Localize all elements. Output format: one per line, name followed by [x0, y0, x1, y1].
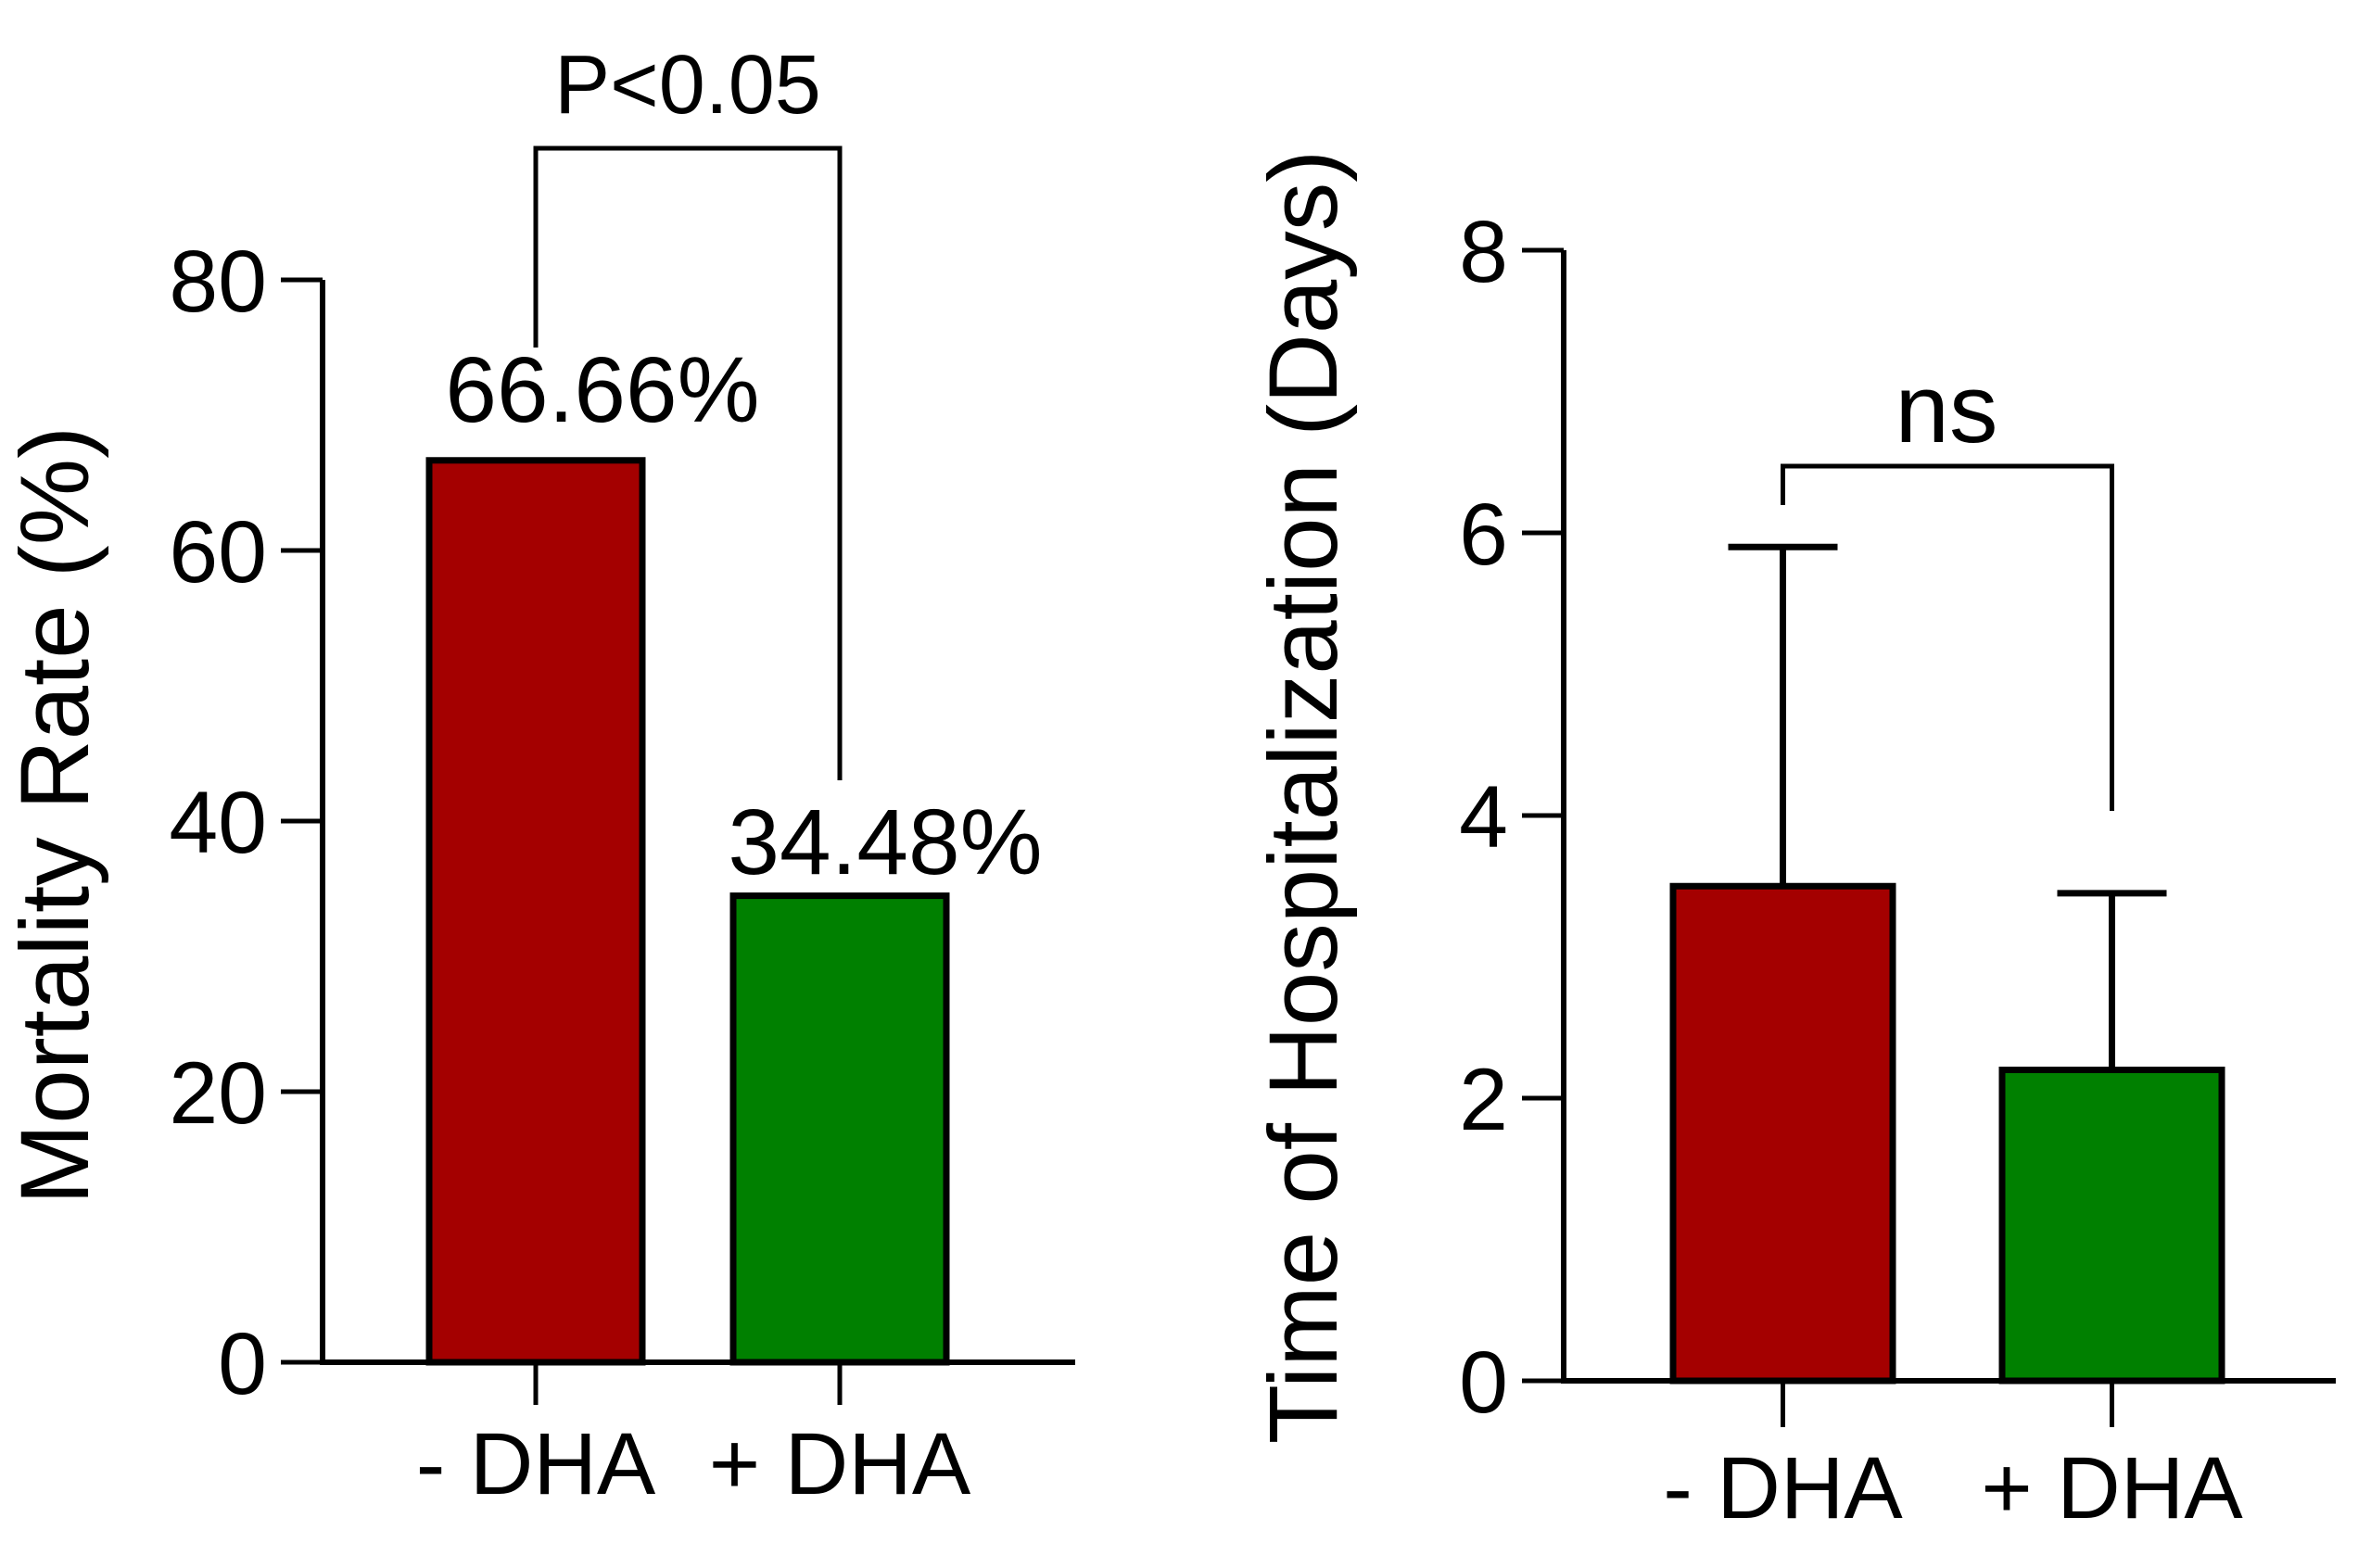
y-tick-label: 0 — [1459, 1334, 1508, 1432]
bar-minus-dha — [425, 457, 646, 1366]
y-axis-title: Time of Hospitalization (Days) — [1249, 150, 1358, 1445]
y-tick-label: 2 — [1459, 1051, 1508, 1149]
significance-label: P<0.05 — [554, 39, 821, 132]
y-tick-label: 80 — [169, 233, 267, 331]
y-tick-label: 4 — [1459, 768, 1508, 866]
y-tick-label: 40 — [169, 774, 267, 872]
bar-value-label-minus-dha: 66.66% — [445, 338, 759, 442]
significance-label: ns — [1896, 355, 1998, 463]
x-tick-label-plus-dha: + DHA — [1981, 1439, 2243, 1537]
significance-bracket — [1781, 463, 2114, 811]
x-tick-label-plus-dha: + DHA — [709, 1415, 971, 1513]
hospitalization-time-chart-panel: 0 2 4 6 8 - DHA + DHA ns Time of Hospitalization… — [1249, 150, 2336, 1537]
y-axis-title: Mortality Rate (%) — [1, 426, 109, 1205]
y-tick-label: 6 — [1459, 486, 1508, 584]
bar-value-label-plus-dha: 34.48% — [728, 790, 1042, 894]
x-tick-label-minus-dha: - DHA — [1663, 1439, 1903, 1537]
y-tick-label: 60 — [169, 503, 267, 601]
y-tick-label: 8 — [1459, 203, 1508, 301]
mortality-rate-chart-panel: 0 20 40 60 80 - DHA 66.66% + DHA 34.48% P<0.05 Mor… — [1, 39, 1075, 1513]
significance-bracket — [533, 145, 843, 780]
y-tick-label: 20 — [169, 1044, 267, 1143]
x-tick-label-minus-dha: - DHA — [416, 1415, 656, 1513]
bar-minus-dha — [1669, 882, 1896, 1385]
y-tick-label: 0 — [218, 1315, 267, 1413]
bar-plus-dha — [1998, 1067, 2225, 1385]
bar-plus-dha — [729, 892, 950, 1366]
